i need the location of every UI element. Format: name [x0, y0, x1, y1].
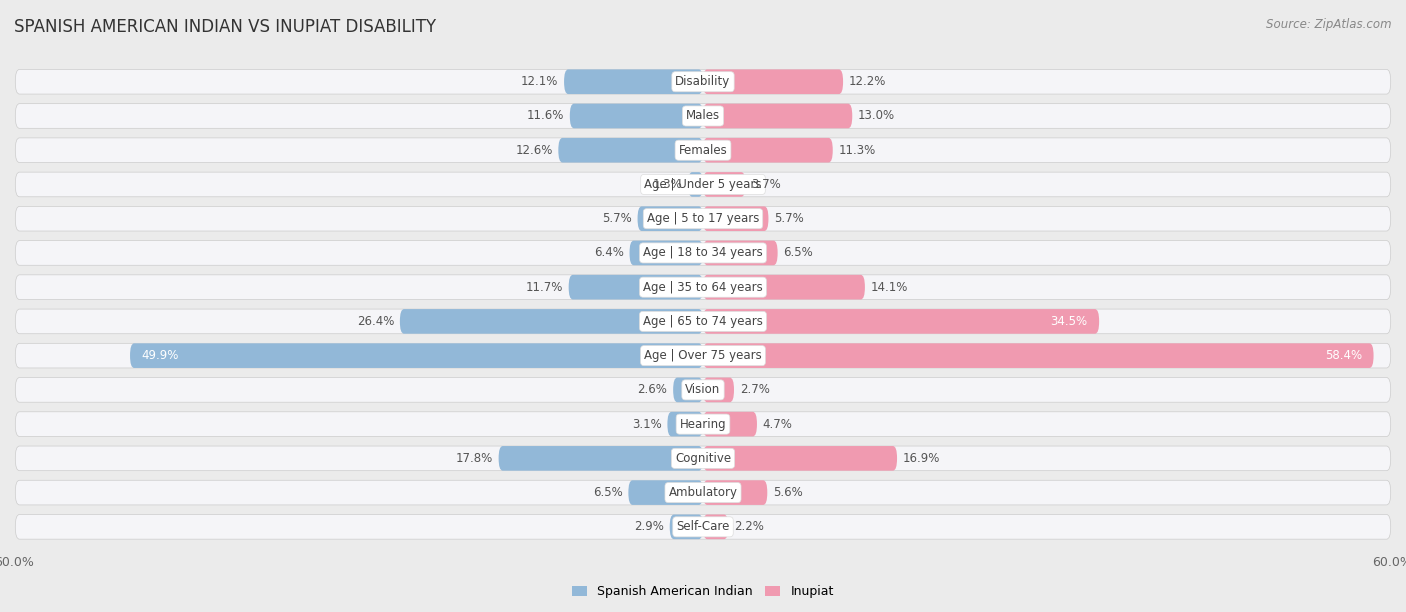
Text: 2.9%: 2.9%: [634, 520, 664, 533]
Text: 49.9%: 49.9%: [142, 349, 179, 362]
FancyBboxPatch shape: [15, 378, 1391, 402]
FancyBboxPatch shape: [630, 241, 703, 265]
FancyBboxPatch shape: [688, 172, 703, 197]
Text: 2.7%: 2.7%: [740, 383, 769, 397]
FancyBboxPatch shape: [703, 69, 844, 94]
Text: 13.0%: 13.0%: [858, 110, 896, 122]
Text: 5.7%: 5.7%: [775, 212, 804, 225]
Text: 17.8%: 17.8%: [456, 452, 494, 465]
FancyBboxPatch shape: [15, 275, 1391, 299]
Text: 4.7%: 4.7%: [762, 417, 793, 431]
FancyBboxPatch shape: [703, 378, 734, 402]
FancyBboxPatch shape: [703, 480, 768, 505]
FancyBboxPatch shape: [15, 412, 1391, 436]
Text: 11.7%: 11.7%: [526, 281, 562, 294]
FancyBboxPatch shape: [628, 480, 703, 505]
FancyBboxPatch shape: [703, 515, 728, 539]
FancyBboxPatch shape: [15, 241, 1391, 265]
Text: SPANISH AMERICAN INDIAN VS INUPIAT DISABILITY: SPANISH AMERICAN INDIAN VS INUPIAT DISAB…: [14, 18, 436, 36]
Legend: Spanish American Indian, Inupiat: Spanish American Indian, Inupiat: [567, 580, 839, 603]
FancyBboxPatch shape: [15, 206, 1391, 231]
FancyBboxPatch shape: [15, 172, 1391, 197]
Text: 6.5%: 6.5%: [593, 486, 623, 499]
FancyBboxPatch shape: [669, 515, 703, 539]
FancyBboxPatch shape: [15, 138, 1391, 163]
FancyBboxPatch shape: [558, 138, 703, 163]
Text: Self-Care: Self-Care: [676, 520, 730, 533]
FancyBboxPatch shape: [703, 138, 832, 163]
FancyBboxPatch shape: [15, 69, 1391, 94]
Text: Age | 5 to 17 years: Age | 5 to 17 years: [647, 212, 759, 225]
FancyBboxPatch shape: [15, 343, 1391, 368]
FancyBboxPatch shape: [15, 480, 1391, 505]
Text: 5.6%: 5.6%: [773, 486, 803, 499]
Text: 11.6%: 11.6%: [527, 110, 564, 122]
Text: 6.5%: 6.5%: [783, 247, 813, 259]
Text: 16.9%: 16.9%: [903, 452, 941, 465]
FancyBboxPatch shape: [399, 309, 703, 334]
Text: 12.1%: 12.1%: [522, 75, 558, 88]
Text: 5.7%: 5.7%: [602, 212, 631, 225]
Text: 6.4%: 6.4%: [593, 247, 624, 259]
FancyBboxPatch shape: [564, 69, 703, 94]
FancyBboxPatch shape: [15, 515, 1391, 539]
Text: Age | 65 to 74 years: Age | 65 to 74 years: [643, 315, 763, 328]
FancyBboxPatch shape: [703, 309, 1099, 334]
FancyBboxPatch shape: [15, 309, 1391, 334]
Text: 11.3%: 11.3%: [838, 144, 876, 157]
FancyBboxPatch shape: [499, 446, 703, 471]
FancyBboxPatch shape: [703, 446, 897, 471]
FancyBboxPatch shape: [703, 206, 769, 231]
Text: 34.5%: 34.5%: [1050, 315, 1088, 328]
Text: Age | 35 to 64 years: Age | 35 to 64 years: [643, 281, 763, 294]
FancyBboxPatch shape: [15, 446, 1391, 471]
Text: Age | Over 75 years: Age | Over 75 years: [644, 349, 762, 362]
FancyBboxPatch shape: [568, 275, 703, 299]
FancyBboxPatch shape: [703, 275, 865, 299]
FancyBboxPatch shape: [673, 378, 703, 402]
FancyBboxPatch shape: [703, 172, 745, 197]
FancyBboxPatch shape: [703, 343, 1374, 368]
Text: Cognitive: Cognitive: [675, 452, 731, 465]
Text: Vision: Vision: [685, 383, 721, 397]
FancyBboxPatch shape: [703, 412, 756, 436]
Text: Disability: Disability: [675, 75, 731, 88]
Text: Source: ZipAtlas.com: Source: ZipAtlas.com: [1267, 18, 1392, 31]
Text: Females: Females: [679, 144, 727, 157]
Text: Age | Under 5 years: Age | Under 5 years: [644, 178, 762, 191]
Text: 1.3%: 1.3%: [652, 178, 682, 191]
Text: 12.6%: 12.6%: [515, 144, 553, 157]
Text: Males: Males: [686, 110, 720, 122]
Text: 12.2%: 12.2%: [849, 75, 886, 88]
Text: 2.6%: 2.6%: [637, 383, 668, 397]
Text: 58.4%: 58.4%: [1324, 349, 1362, 362]
Text: Hearing: Hearing: [679, 417, 727, 431]
Text: 3.7%: 3.7%: [751, 178, 780, 191]
Text: 3.1%: 3.1%: [631, 417, 662, 431]
Text: 26.4%: 26.4%: [357, 315, 394, 328]
Text: Ambulatory: Ambulatory: [668, 486, 738, 499]
FancyBboxPatch shape: [15, 103, 1391, 129]
FancyBboxPatch shape: [129, 343, 703, 368]
FancyBboxPatch shape: [703, 241, 778, 265]
Text: Age | 18 to 34 years: Age | 18 to 34 years: [643, 247, 763, 259]
FancyBboxPatch shape: [569, 103, 703, 129]
FancyBboxPatch shape: [703, 103, 852, 129]
FancyBboxPatch shape: [637, 206, 703, 231]
Text: 14.1%: 14.1%: [870, 281, 908, 294]
Text: 2.2%: 2.2%: [734, 520, 763, 533]
FancyBboxPatch shape: [668, 412, 703, 436]
